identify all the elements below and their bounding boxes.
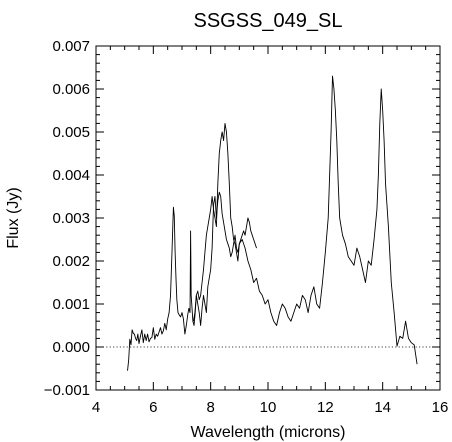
x-tick-label: 10: [260, 399, 277, 416]
y-tick-label: 0.006: [52, 81, 90, 98]
x-tick-label: 14: [374, 399, 391, 416]
y-axis-label: Flux (Jy): [5, 187, 22, 248]
x-axis-ticks: 4 6 8 10 12 14 16: [92, 46, 449, 416]
y-tick-label: 0.003: [52, 210, 90, 227]
x-tick-label: 16: [432, 399, 449, 416]
y-tick-label: 0.004: [52, 167, 90, 184]
series-line-sl2: [127, 122, 257, 371]
x-tick-label: 12: [317, 399, 334, 416]
chart-title: SSGSS_049_SL: [194, 10, 343, 32]
y-tick-label: −0.001: [44, 382, 90, 399]
y-tick-label: 0.005: [52, 124, 90, 141]
x-tick-label: 8: [206, 399, 214, 416]
x-axis-label: Wavelength (microns): [190, 424, 345, 441]
y-tick-label: 0.000: [52, 339, 90, 356]
y-tick-label: 0.007: [52, 38, 90, 55]
series-line-sl1: [193, 75, 418, 365]
x-tick-label: 4: [92, 399, 100, 416]
plot-content: [96, 75, 440, 371]
y-tick-label: 0.002: [52, 253, 90, 270]
y-tick-label: 0.001: [52, 296, 90, 313]
y-axis-ticks: −0.001 0.000 0.001 0.002 0.003 0.004 0.005 0.00…: [44, 38, 440, 399]
x-tick-label: 6: [149, 399, 157, 416]
